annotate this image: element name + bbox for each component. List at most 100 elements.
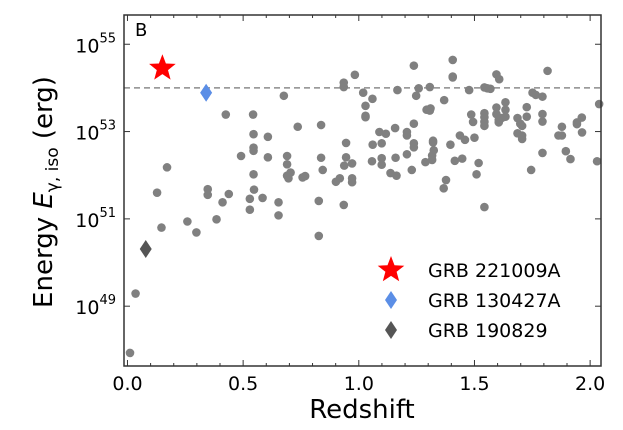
data-point bbox=[218, 197, 227, 207]
legend-diamond-icon bbox=[385, 321, 397, 339]
x-tick-label: 0.0 bbox=[112, 373, 142, 395]
data-point bbox=[501, 105, 510, 115]
data-point bbox=[494, 74, 504, 84]
data-point bbox=[557, 131, 567, 140]
data-point bbox=[557, 122, 567, 132]
data-point bbox=[501, 112, 510, 122]
data-point bbox=[274, 197, 283, 207]
data-point bbox=[526, 165, 536, 175]
data-point bbox=[282, 160, 292, 169]
data-point bbox=[446, 140, 455, 149]
x-tick-label: 2.0 bbox=[575, 373, 605, 395]
data-point bbox=[538, 148, 547, 158]
data-point bbox=[300, 171, 310, 181]
data-point bbox=[282, 151, 292, 161]
data-point bbox=[448, 73, 458, 82]
legend-diamond-icon bbox=[385, 291, 397, 309]
data-point bbox=[522, 112, 532, 122]
data-point bbox=[425, 82, 435, 92]
data-points bbox=[125, 54, 604, 358]
data-point bbox=[411, 91, 421, 101]
data-point bbox=[390, 123, 400, 133]
data-point bbox=[286, 168, 295, 177]
data-point bbox=[318, 165, 328, 175]
data-point bbox=[450, 156, 460, 166]
diamond-marker-grb-190829 bbox=[139, 240, 152, 258]
data-point bbox=[392, 171, 401, 180]
data-point bbox=[414, 84, 424, 93]
data-point bbox=[460, 135, 470, 145]
data-point bbox=[314, 231, 324, 241]
data-point bbox=[316, 153, 326, 163]
data-point bbox=[263, 132, 273, 142]
y-tick-label: 1055 bbox=[75, 31, 116, 57]
y-tick-label: 1053 bbox=[75, 119, 116, 145]
data-point bbox=[538, 109, 547, 119]
data-point bbox=[263, 153, 273, 162]
data-point bbox=[249, 146, 258, 156]
data-point bbox=[572, 119, 582, 129]
data-point bbox=[538, 117, 547, 126]
legend: GRB 221009A GRB 130427A GRB 190829 bbox=[377, 256, 561, 342]
data-point bbox=[448, 55, 458, 65]
data-point bbox=[402, 131, 412, 140]
y-tick-label: 1051 bbox=[75, 206, 116, 232]
data-point bbox=[339, 161, 349, 170]
data-point bbox=[361, 112, 370, 122]
legend-star-icon bbox=[377, 256, 405, 282]
data-point bbox=[361, 101, 370, 111]
data-point bbox=[248, 110, 258, 119]
data-point bbox=[335, 173, 345, 183]
data-point bbox=[592, 156, 602, 166]
data-point bbox=[428, 138, 438, 147]
data-point bbox=[393, 85, 402, 95]
data-point bbox=[367, 156, 377, 166]
data-point bbox=[350, 70, 360, 80]
data-point bbox=[594, 99, 604, 109]
data-point bbox=[468, 117, 478, 127]
data-point bbox=[402, 149, 412, 159]
data-point bbox=[486, 84, 495, 94]
data-point bbox=[470, 133, 479, 142]
data-point bbox=[377, 160, 387, 170]
data-point bbox=[183, 217, 192, 226]
data-point bbox=[426, 104, 435, 113]
data-point bbox=[314, 196, 324, 206]
data-point bbox=[427, 155, 437, 165]
data-point bbox=[236, 151, 246, 161]
legend-label-grb-130427a: GRB 130427A bbox=[428, 290, 561, 312]
data-point bbox=[157, 223, 166, 232]
data-point bbox=[439, 184, 448, 193]
legend-label-grb-190829: GRB 190829 bbox=[428, 320, 548, 342]
data-point bbox=[577, 113, 587, 122]
data-point bbox=[409, 119, 419, 129]
diamond-marker-grb-130427a bbox=[200, 83, 213, 102]
data-point bbox=[531, 90, 541, 100]
data-point bbox=[538, 92, 547, 101]
data-point bbox=[522, 102, 532, 112]
x-axis-label: Redshift bbox=[309, 395, 415, 425]
data-point bbox=[561, 146, 571, 156]
data-point bbox=[316, 120, 326, 130]
data-point bbox=[249, 129, 258, 139]
data-point bbox=[472, 170, 481, 179]
data-point bbox=[480, 121, 489, 131]
data-point bbox=[375, 127, 384, 137]
axis-ticks: 0.0 0.5 1.0 1.5 2.0 1049 1051 1053 1055 bbox=[75, 15, 605, 395]
data-point bbox=[543, 66, 552, 76]
data-point bbox=[358, 88, 368, 98]
data-point bbox=[421, 157, 430, 167]
data-point bbox=[341, 153, 351, 162]
data-point bbox=[192, 228, 201, 237]
data-point bbox=[258, 193, 267, 203]
data-point bbox=[377, 139, 387, 148]
data-point bbox=[474, 158, 483, 168]
data-point bbox=[245, 205, 255, 215]
data-point bbox=[407, 165, 417, 175]
data-point bbox=[566, 154, 575, 164]
data-point bbox=[347, 177, 357, 187]
x-tick-label: 1.5 bbox=[459, 373, 489, 395]
data-point bbox=[274, 211, 283, 220]
legend-label-grb-221009a: GRB 221009A bbox=[428, 260, 561, 282]
